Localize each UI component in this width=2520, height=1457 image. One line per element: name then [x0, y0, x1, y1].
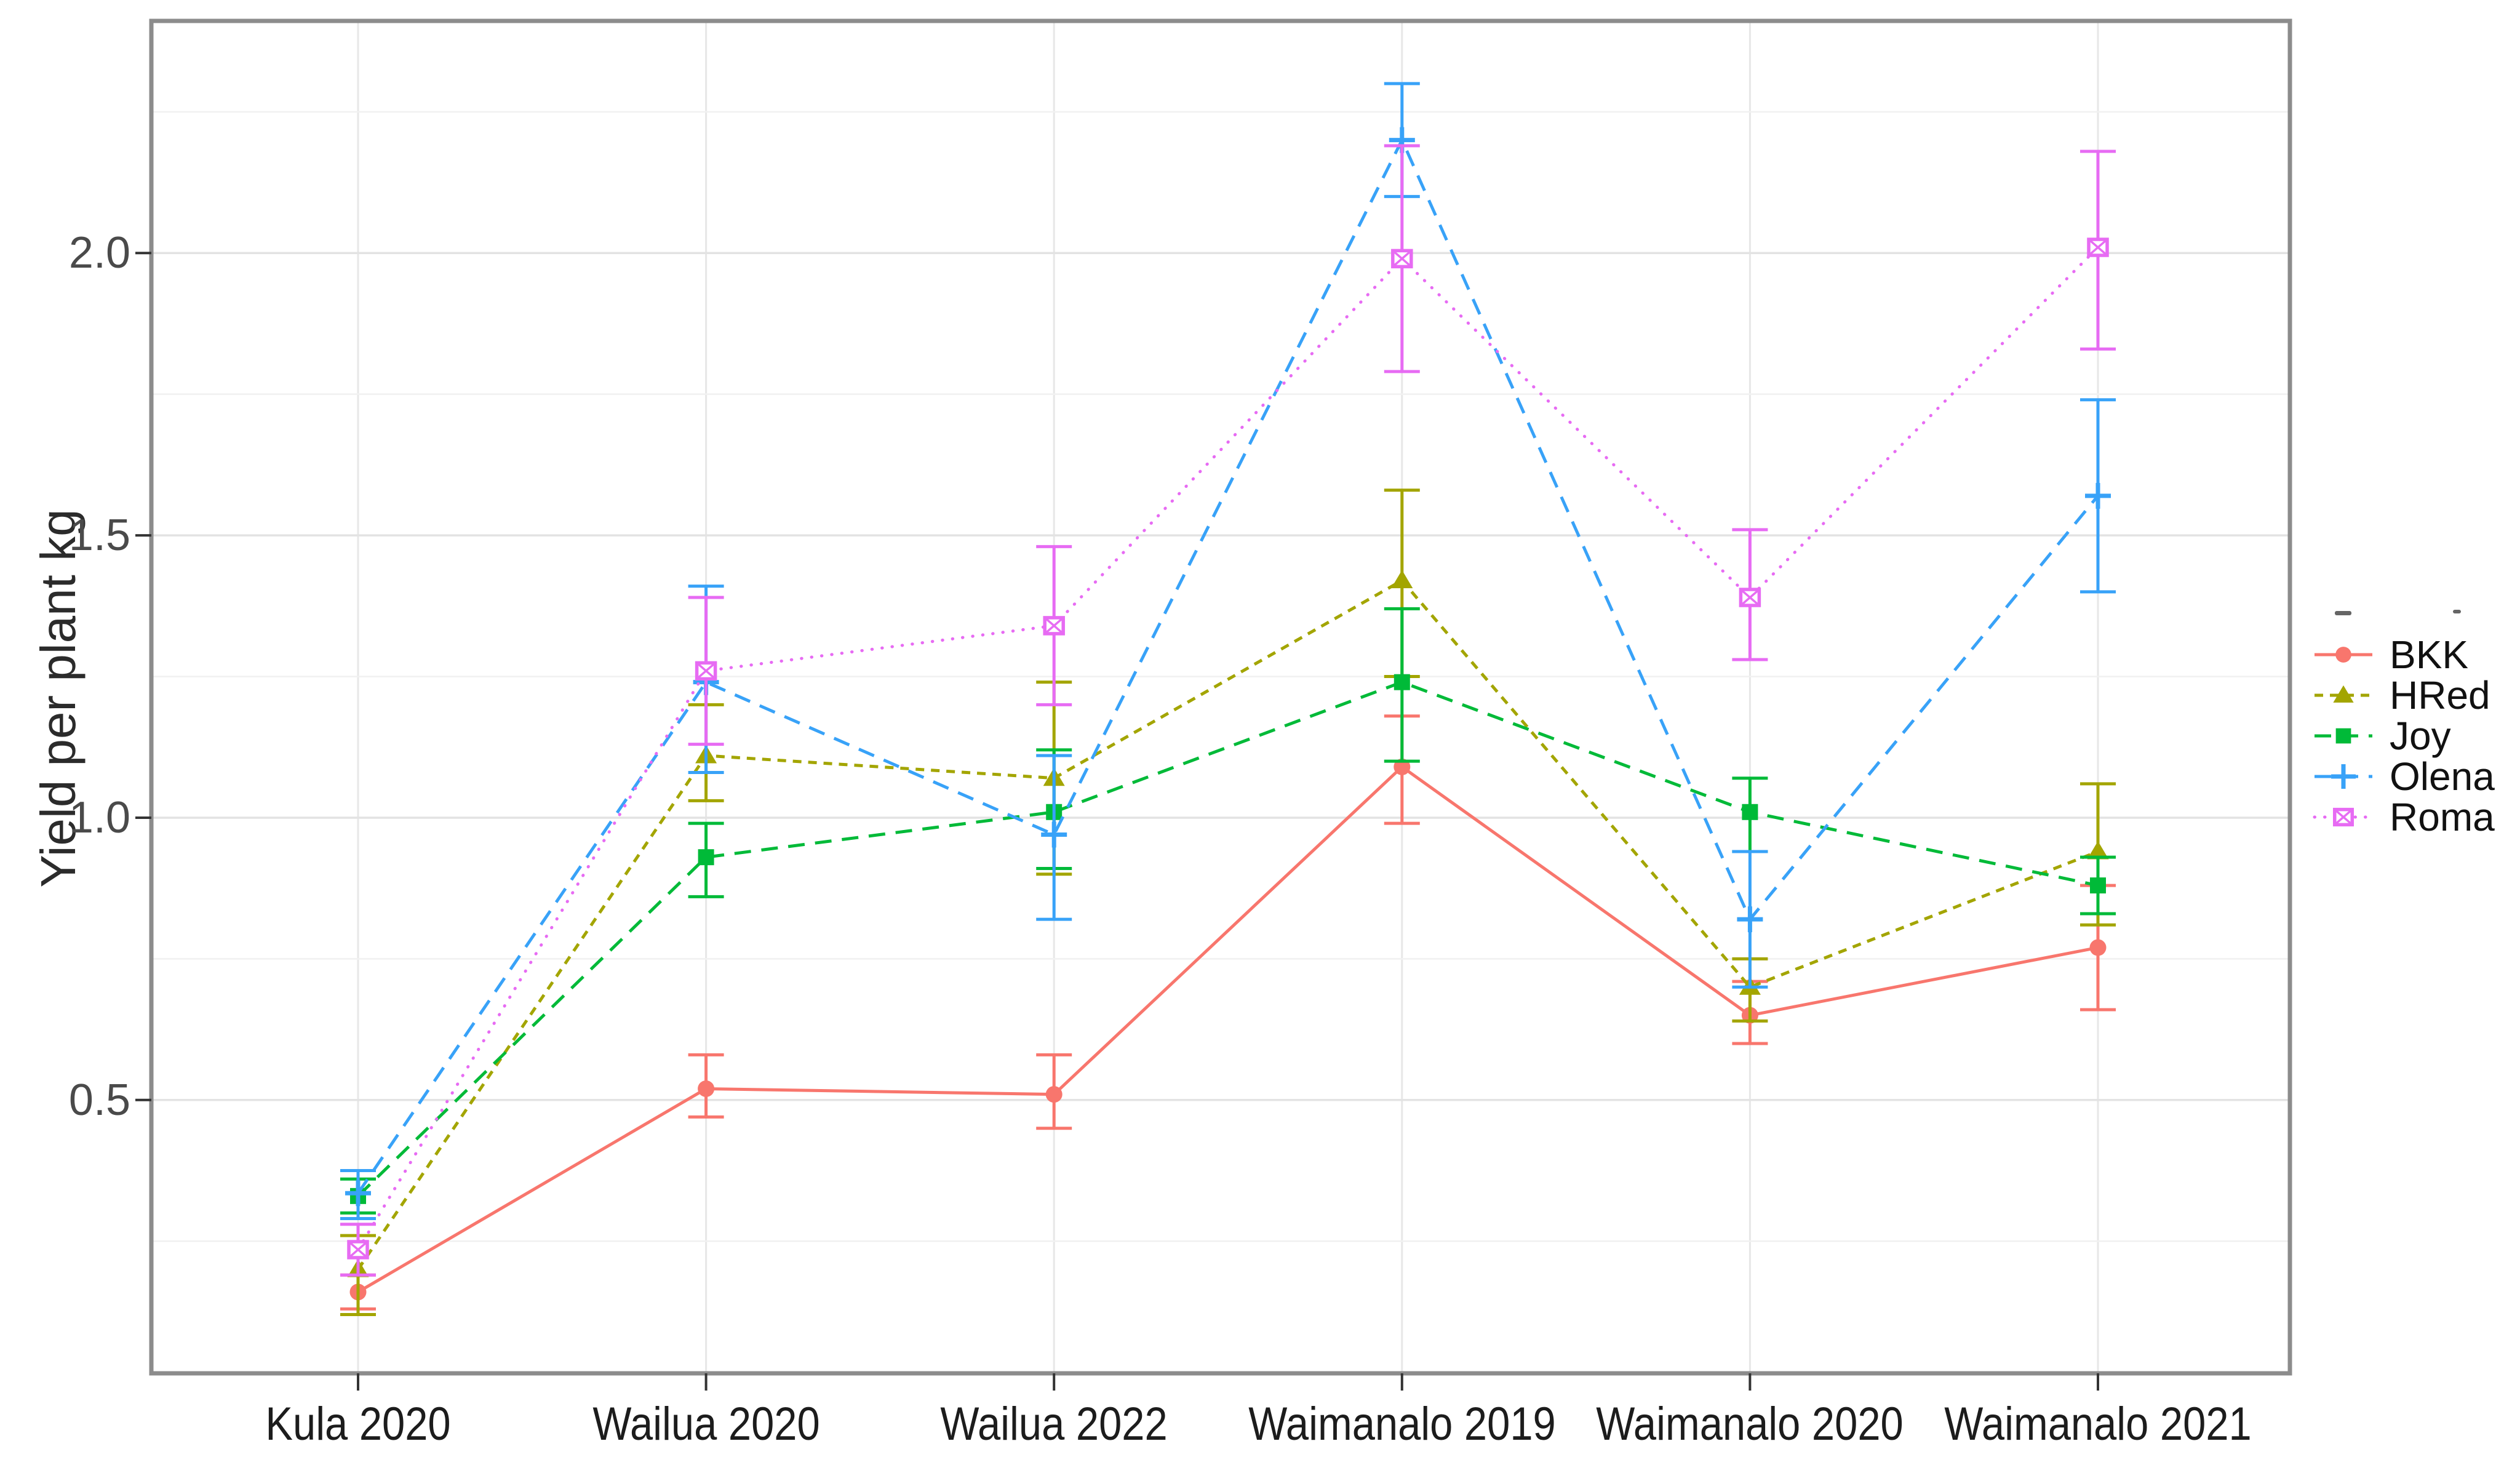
y-tick-label: 1.0 [68, 792, 130, 842]
series-hred [340, 489, 2116, 1317]
square-marker [1742, 804, 1758, 820]
series-line [357, 765, 2099, 1294]
circle-legend-key-icon [2315, 647, 2372, 663]
legend-crop-artifact-dash [2453, 610, 2461, 613]
legend-label: BKK [2390, 633, 2469, 677]
x-tick-label: Wailua 2020 [592, 1398, 820, 1450]
x-tick-label: Waimanalo 2021 [1944, 1398, 2252, 1450]
series-bkk [340, 714, 2116, 1311]
legend-item-bkk: BKK [2303, 634, 2495, 675]
legend-label: Olena [2390, 754, 2495, 799]
series-joy [340, 607, 2116, 1215]
legend-item-olena: Olena [2303, 756, 2495, 797]
circle-marker [2089, 939, 2107, 956]
series-line [356, 578, 2099, 1271]
square-cross-marker [1044, 617, 1064, 635]
x-tick-label: Kula 2020 [265, 1398, 451, 1450]
circle-marker [2335, 647, 2351, 663]
plus-legend-key-icon [2315, 764, 2372, 789]
square-marker [2090, 877, 2106, 894]
legend-label: HRed [2390, 673, 2490, 717]
triangle-marker [2087, 841, 2109, 860]
legend: BKK HRed Joy Olena Roma [2303, 634, 2495, 837]
square-cross-marker [1392, 250, 1412, 268]
legend-item-joy: Joy [2303, 716, 2495, 756]
square-cross-legend-key-icon [2313, 807, 2374, 827]
square-cross-marker [1740, 588, 1760, 607]
square-cross-marker [348, 1240, 369, 1259]
series-olena [340, 82, 2116, 1221]
triangle-marker [1391, 570, 1413, 588]
square-marker [1394, 674, 1410, 690]
legend-label: Joy [2390, 714, 2451, 758]
legend-crop-artifact-dash [2335, 611, 2351, 615]
x-tick-label: Waimanalo 2020 [1596, 1398, 1904, 1450]
circle-marker [698, 1080, 715, 1097]
series-line [356, 136, 2099, 1194]
square-marker [2335, 728, 2351, 744]
x-tick-label: Waimanalo 2019 [1248, 1398, 1556, 1450]
legend-item-hred: HRed [2303, 675, 2495, 716]
square-cross-marker [2334, 808, 2353, 826]
y-tick-label: 0.5 [68, 1075, 130, 1125]
square-marker [698, 849, 714, 866]
series-roma [340, 144, 2116, 1277]
square-cross-marker [2087, 238, 2108, 257]
square-cross-marker [696, 662, 716, 680]
gridlines [151, 21, 2290, 1373]
axis-ticks [135, 252, 2099, 1391]
series-line [356, 245, 2100, 1251]
series-line [357, 681, 2099, 1197]
triangle-legend-key-icon [2315, 685, 2372, 703]
y-tick-label: 2.0 [68, 228, 130, 278]
square-legend-key-icon [2315, 728, 2372, 744]
x-tick-label: Wailua 2022 [940, 1398, 1168, 1450]
legend-label: Roma [2390, 795, 2495, 839]
legend-item-roma: Roma [2303, 797, 2495, 837]
circle-marker [1045, 1086, 1063, 1103]
panel-border [149, 18, 2292, 1376]
y-tick-label: 1.5 [68, 511, 130, 561]
triangle-marker [2333, 685, 2354, 703]
